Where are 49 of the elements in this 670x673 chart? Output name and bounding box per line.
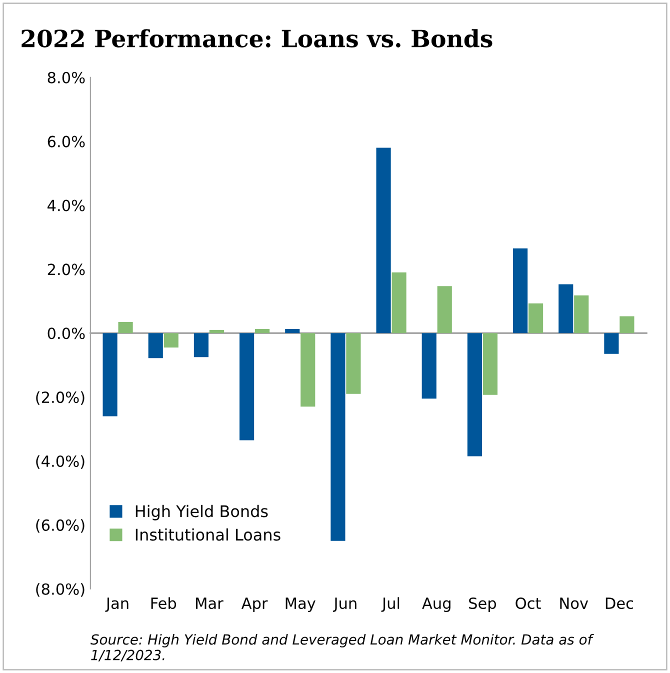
y-tick-label: 0.0%	[48, 328, 85, 340]
bar	[604, 333, 619, 354]
bar	[574, 295, 589, 334]
bar	[300, 333, 316, 407]
x-tick-label: Oct	[516, 597, 541, 610]
bar	[422, 333, 436, 399]
x-tick-label: Feb	[151, 597, 176, 610]
x-tick-label: Jan	[105, 598, 128, 612]
y-tick-label: 8.0%	[48, 72, 85, 84]
x-tick-label: Jun	[332, 598, 356, 612]
y-tick-label: (2.0%)	[36, 391, 84, 405]
y-tick-label: (4.0%)	[36, 455, 84, 469]
bar	[118, 322, 133, 334]
legend-label: Institutional Loans	[136, 528, 280, 541]
y-tick-label: 2.0%	[48, 264, 85, 276]
x-tick-label: Sep	[469, 597, 496, 612]
y-tick-label: (6.0%)	[36, 519, 84, 533]
legend-label: High Yield Bonds	[136, 504, 268, 520]
bar	[528, 303, 544, 334]
bar	[558, 284, 574, 334]
x-tick-label: Apr	[241, 598, 268, 612]
x-tick-label: Nov	[560, 598, 588, 610]
bar	[194, 333, 209, 358]
y-tick-label: 4.0%	[48, 200, 85, 212]
x-tick-label: Mar	[196, 598, 224, 610]
x-tick-label: Dec	[606, 598, 634, 610]
bar	[346, 333, 361, 394]
y-tick-label: 6.0%	[48, 136, 85, 148]
bar	[209, 330, 224, 334]
bar	[482, 333, 498, 395]
x-tick-label: Aug	[422, 598, 450, 612]
x-tick-label: Jul	[381, 597, 400, 612]
y-tick-label: (8.0%)	[36, 583, 84, 597]
bar	[620, 316, 634, 334]
bar	[512, 248, 528, 334]
chart-title: 2022 Performance: Loans vs. Bonds	[22, 29, 492, 48]
bar	[376, 148, 391, 334]
source-note: Source: High Yield Bond and Leveraged Loan Market Monitor. Data as of 1/12/2023.	[90, 634, 594, 662]
bar	[285, 328, 300, 334]
bar	[330, 333, 346, 541]
bar	[148, 333, 163, 358]
bar	[240, 333, 254, 440]
x-tick-label: May	[286, 598, 316, 612]
bar	[467, 333, 482, 456]
bar	[164, 333, 178, 348]
bar	[255, 328, 270, 334]
bar	[102, 333, 118, 416]
bar	[392, 272, 406, 334]
bar	[437, 286, 452, 334]
